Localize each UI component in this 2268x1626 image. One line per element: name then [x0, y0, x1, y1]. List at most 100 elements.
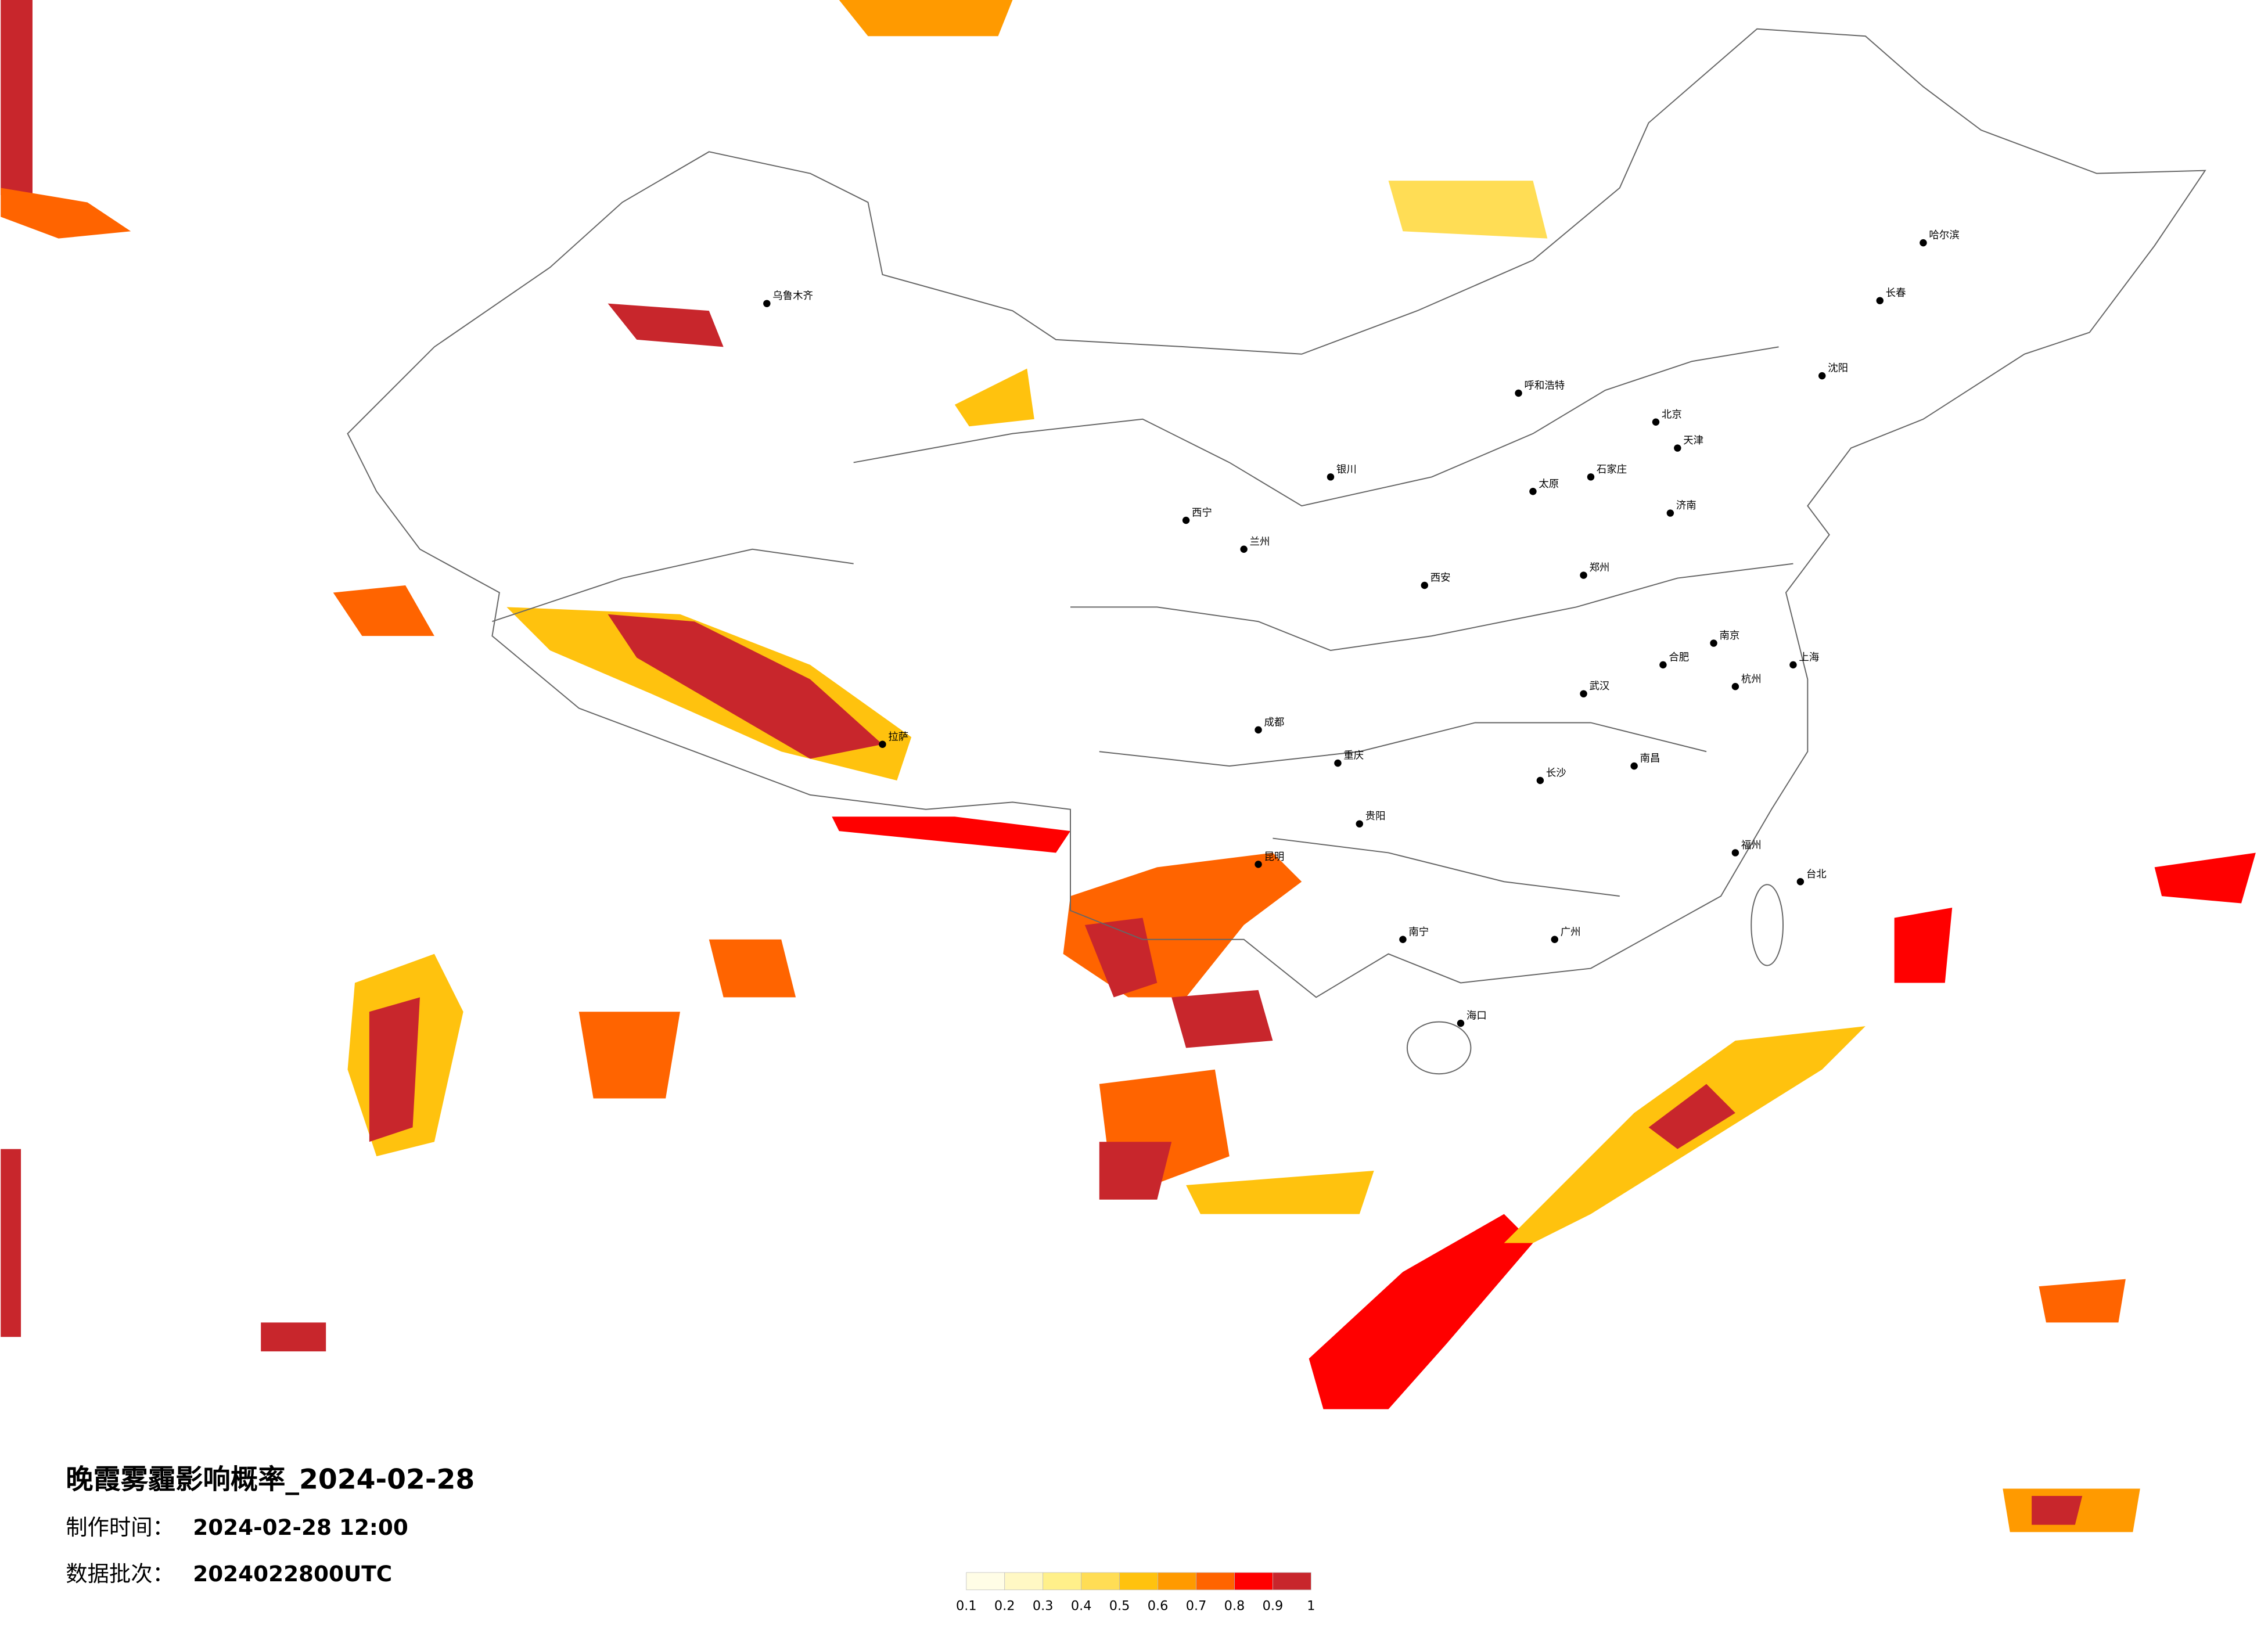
- legend-tick-label: 0.7: [1186, 1599, 1207, 1614]
- legend-tick-label: 0.6: [1148, 1599, 1169, 1614]
- legend-swatch: [1196, 1572, 1235, 1591]
- fog-area: [2154, 852, 2256, 904]
- fog-layer: [1, 0, 2256, 1533]
- city-label: 北京: [1662, 409, 1682, 420]
- city-dot: [1710, 639, 1717, 647]
- city-label: 天津: [1683, 435, 1703, 447]
- legend-swatch: [1004, 1572, 1044, 1591]
- fog-area: [1, 188, 131, 239]
- fog-area: [1894, 908, 1953, 983]
- fog-area: [2039, 1279, 2126, 1323]
- borders: [347, 28, 2206, 1075]
- city-dot: [1666, 509, 1674, 517]
- city-dot: [1731, 683, 1739, 690]
- city-dot: [1580, 571, 1587, 579]
- fog-area: [839, 0, 1013, 37]
- city-label: 贵阳: [1365, 811, 1386, 822]
- city-dot: [1920, 239, 1927, 247]
- fog-area: [2032, 1496, 2083, 1525]
- city-label: 长沙: [1546, 768, 1566, 779]
- fog-area: [1171, 990, 1273, 1048]
- city-dot: [1457, 1019, 1465, 1027]
- legend-tick-label: 0.3: [1033, 1599, 1054, 1614]
- city-dot: [1515, 389, 1522, 397]
- city-label: 南京: [1720, 630, 1740, 642]
- fog-area: [709, 939, 796, 998]
- city-label: 郑州: [1590, 562, 1610, 574]
- city-label: 石家庄: [1597, 464, 1627, 476]
- fog-area: [1309, 1214, 1533, 1409]
- fog-area: [261, 1322, 326, 1352]
- fog-area: [608, 614, 883, 759]
- city-label: 南昌: [1640, 753, 1660, 765]
- city-label: 海口: [1467, 1010, 1487, 1022]
- city-dot: [1796, 878, 1805, 886]
- legend-swatch: [1273, 1572, 1311, 1591]
- city-dot: [1356, 820, 1363, 828]
- city-label: 长春: [1886, 287, 1906, 299]
- city-label: 昆明: [1264, 851, 1285, 863]
- fog-area: [608, 303, 724, 347]
- city-dot: [1789, 661, 1797, 669]
- cities: 北京天津石家庄太原呼和浩特济南郑州西安兰州西宁银川乌鲁木齐拉萨成都重庆贵阳昆明南…: [763, 230, 1960, 1027]
- city-dot: [1421, 581, 1428, 589]
- city-label: 西安: [1430, 573, 1451, 584]
- legend-swatch: [1119, 1572, 1158, 1591]
- legend-tick-label: 0.8: [1224, 1599, 1245, 1614]
- legend-swatch: [1234, 1572, 1273, 1591]
- map-title: 晚霞雾霾影响概率_2024-02-28: [66, 1464, 475, 1496]
- fog-area: [1099, 1142, 1172, 1200]
- city-dot: [1652, 418, 1660, 426]
- city-label: 台北: [1806, 869, 1827, 880]
- city-dot: [1529, 488, 1537, 495]
- fog-area: [954, 368, 1034, 427]
- island-border: [1751, 884, 1784, 966]
- country-border: [347, 28, 2206, 998]
- city-label: 太原: [1539, 479, 1559, 490]
- info-label: 制作时间：: [66, 1515, 174, 1540]
- fog-area: [1, 1149, 21, 1337]
- city-label: 乌鲁木齐: [772, 290, 813, 302]
- fog-area: [369, 997, 420, 1142]
- fog-area: [1, 0, 33, 195]
- city-dot: [1659, 661, 1667, 669]
- city-label: 杭州: [1741, 674, 1762, 685]
- fog-area: [333, 585, 434, 636]
- city-dot: [1674, 444, 1681, 452]
- city-dot: [1580, 690, 1587, 697]
- island-border: [1406, 1021, 1472, 1075]
- legend-swatch: [1043, 1572, 1082, 1591]
- legend-swatch: [1081, 1572, 1120, 1591]
- city-dot: [1327, 473, 1335, 481]
- city-label: 兰州: [1250, 536, 1270, 548]
- city-dot: [1731, 849, 1739, 857]
- city-dot: [1551, 936, 1558, 943]
- legend-swatch: [966, 1572, 1005, 1591]
- legend: 0.1 0.2 0.3 0.4 0.5 0.6 0.7 0.8 0.9 1: [956, 1572, 1315, 1614]
- info-value: 2024-02-28 12:00: [193, 1515, 408, 1540]
- city-dot: [763, 300, 771, 307]
- fog-area: [1648, 1084, 1735, 1149]
- legend-tick-label: 1: [1307, 1599, 1315, 1614]
- city-label: 哈尔滨: [1929, 230, 1959, 242]
- fog-area: [1186, 1171, 1374, 1214]
- city-label: 济南: [1676, 500, 1696, 512]
- city-dot: [1255, 861, 1262, 868]
- legend-swatch: [1158, 1572, 1196, 1591]
- legend-tick-label: 0.1: [956, 1599, 977, 1614]
- legend-tick-label: 0.5: [1109, 1599, 1130, 1614]
- city-label: 沈阳: [1828, 363, 1848, 375]
- city-label: 合肥: [1669, 652, 1689, 663]
- city-dot: [1240, 545, 1248, 553]
- city-dot: [1536, 776, 1544, 785]
- city-dot: [1182, 516, 1190, 524]
- city-label: 成都: [1264, 717, 1285, 728]
- fog-area: [578, 1012, 680, 1099]
- province-border: [492, 346, 1793, 897]
- city-dot: [1630, 762, 1638, 770]
- city-dot: [1818, 372, 1826, 380]
- city-dot: [1876, 297, 1884, 304]
- legend-tick-label: 0.2: [994, 1599, 1015, 1614]
